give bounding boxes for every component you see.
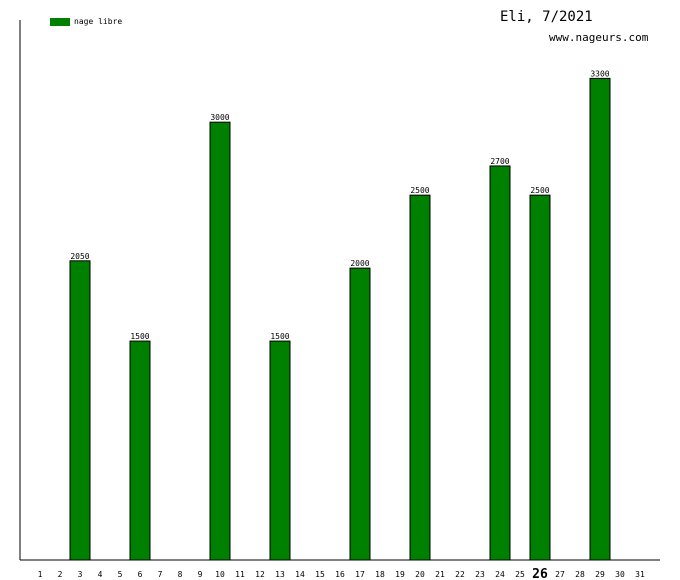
x-tick-label-23: 23	[475, 570, 485, 579]
x-tick-label-30: 30	[615, 570, 625, 579]
legend-swatch	[50, 18, 70, 26]
x-tick-label-12: 12	[255, 570, 265, 579]
x-tick-label-28: 28	[575, 570, 585, 579]
value-label-day-6: 1500	[130, 332, 149, 341]
value-label-day-24: 2700	[490, 157, 509, 166]
x-tick-label-14: 14	[295, 570, 305, 579]
x-tick-label-8: 8	[178, 570, 183, 579]
value-label-day-20: 2500	[410, 186, 429, 195]
x-tick-label-22: 22	[455, 570, 465, 579]
tick-labels-group: 1 2 3 4 5 6 7 8 9 10 11 12 13 14 15 16 17 18 19 20 21 22 23 24 2…	[38, 567, 645, 580]
x-tick-label-3: 3	[78, 570, 83, 579]
x-tick-label-18: 18	[375, 570, 385, 579]
site-url: www.nageurs.com	[549, 31, 649, 44]
x-tick-label-7: 7	[158, 570, 163, 579]
value-label-day-26: 2500	[530, 186, 549, 195]
x-tick-label-24: 24	[495, 570, 505, 579]
bar-day-20	[409, 194, 431, 561]
bar-day-26	[529, 194, 551, 561]
value-label-day-3: 2050	[70, 252, 89, 261]
value-label-day-29: 3300	[590, 69, 609, 78]
legend-label: nage libre	[74, 17, 123, 26]
x-tick-label-20: 20	[415, 570, 425, 579]
x-tick-label-10: 10	[215, 570, 225, 579]
x-tick-label-6: 6	[138, 570, 143, 579]
x-tick-label-5: 5	[118, 570, 123, 579]
value-label-day-10: 3000	[210, 113, 229, 122]
bar-day-29	[589, 77, 611, 561]
x-tick-label-19: 19	[395, 570, 405, 579]
bar-day-6	[129, 340, 151, 561]
x-tick-label-25: 25	[515, 570, 525, 579]
bar-day-17	[349, 267, 371, 561]
value-label-day-13: 1500	[270, 332, 289, 341]
chart-title: Eli, 7/2021	[500, 9, 593, 25]
x-tick-label-15: 15	[315, 570, 325, 579]
bar-day-3	[69, 260, 91, 561]
x-tick-label-27: 27	[555, 570, 565, 579]
x-tick-label-13: 13	[275, 570, 285, 579]
bar-day-24	[489, 165, 511, 561]
x-tick-label-29: 29	[595, 570, 605, 579]
x-tick-label-26: 26	[532, 567, 548, 580]
x-tick-label-16: 16	[335, 570, 345, 579]
x-tick-label-21: 21	[435, 570, 445, 579]
value-label-day-17: 2000	[350, 259, 369, 268]
bar-day-13	[269, 340, 291, 561]
x-tick-label-11: 11	[235, 570, 245, 579]
x-tick-label-17: 17	[355, 570, 365, 579]
x-tick-label-9: 9	[198, 570, 203, 579]
x-tick-label-1: 1	[38, 570, 43, 579]
x-tick-label-31: 31	[635, 570, 645, 579]
value-labels-group: 2050 1500 3000 1500 2000 2500 2700 2500 3300	[70, 69, 609, 341]
bar-day-10	[209, 121, 231, 561]
x-tick-label-4: 4	[98, 570, 103, 579]
bars-group	[69, 77, 611, 561]
x-tick-label-2: 2	[58, 570, 63, 579]
